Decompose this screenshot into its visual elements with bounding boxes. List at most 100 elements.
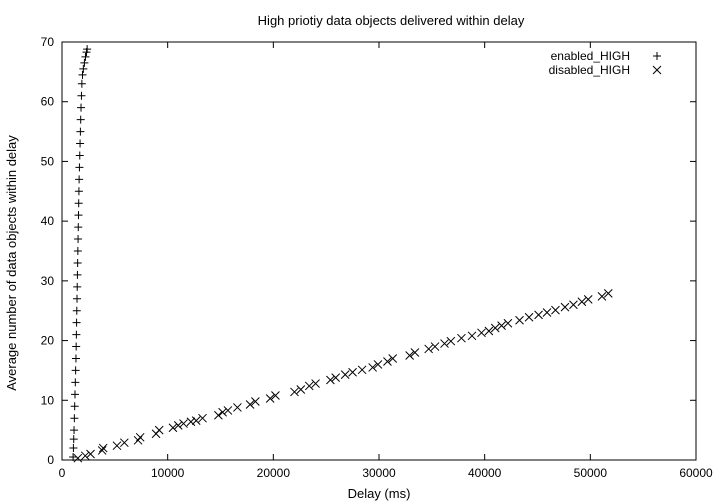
chart-title: High priotiy data objects delivered with… — [258, 13, 525, 28]
data-point — [70, 402, 79, 411]
data-point — [484, 326, 494, 336]
series-enabled_HIGH — [69, 45, 92, 462]
data-point — [73, 282, 82, 291]
data-point — [73, 453, 83, 463]
data-point — [534, 310, 543, 320]
x-tick-label: 60000 — [679, 466, 713, 480]
data-point — [326, 375, 335, 385]
data-point — [75, 175, 84, 184]
y-tick-label: 50 — [41, 154, 55, 168]
data-point — [340, 370, 350, 379]
y-tick-label: 10 — [41, 393, 55, 407]
data-point — [72, 306, 81, 315]
data-point — [173, 421, 183, 430]
plot-frame — [61, 41, 697, 461]
data-point — [331, 373, 341, 382]
x-tick-label: 30000 — [362, 466, 396, 480]
data-point — [583, 295, 593, 304]
data-point — [551, 305, 560, 315]
data-point — [83, 45, 92, 54]
x-tick-label: 10000 — [151, 466, 185, 480]
data-point — [446, 336, 456, 346]
data-point — [70, 390, 79, 399]
x-axis: 0 10000 20000 30000 40000 50000 60000 — [59, 42, 713, 480]
data-point — [383, 357, 392, 366]
y-axis-label: Average number of data objects within de… — [4, 135, 19, 391]
data-point — [251, 397, 260, 406]
data-point — [70, 426, 79, 435]
data-point — [74, 211, 83, 220]
y-tick-label: 40 — [41, 214, 55, 228]
data-point — [73, 247, 82, 255]
data-point — [198, 413, 207, 423]
y-tick-label: 30 — [41, 274, 55, 288]
x-tick-label: 50000 — [574, 466, 608, 480]
data-point — [76, 139, 85, 148]
data-point — [368, 363, 378, 372]
data-point — [69, 453, 78, 462]
legend-marker — [652, 65, 662, 75]
series-disabled_HIGH — [73, 289, 613, 463]
data-point — [69, 435, 78, 444]
y-tick-label: 70 — [41, 35, 55, 49]
data-point — [74, 187, 83, 196]
data-point — [569, 300, 578, 310]
data-point — [214, 410, 223, 420]
data-point — [218, 407, 227, 417]
x-tick-label: 20000 — [257, 466, 291, 480]
data-point — [73, 294, 82, 303]
data-point — [76, 115, 85, 124]
data-point — [503, 318, 513, 328]
data-point — [542, 308, 552, 317]
data-point — [72, 318, 81, 327]
data-point — [373, 360, 383, 369]
data-point — [191, 416, 201, 425]
data-point — [74, 223, 83, 232]
data-point — [70, 414, 79, 423]
data-point — [77, 103, 86, 112]
data-point — [603, 289, 613, 298]
data-point — [405, 351, 414, 360]
y-axis: 0 10 20 30 40 50 60 70 — [41, 35, 696, 467]
legend-marker — [653, 52, 661, 60]
data-point — [245, 400, 255, 409]
data-point — [186, 417, 196, 427]
data-point — [304, 381, 314, 391]
data-point — [296, 385, 306, 394]
data-point — [135, 432, 145, 442]
y-tick-label: 0 — [47, 453, 54, 467]
data-point — [71, 354, 80, 363]
data-point — [72, 342, 81, 351]
data-point — [119, 438, 129, 448]
data-point — [71, 366, 80, 375]
data-point — [457, 333, 466, 343]
data-point — [311, 379, 320, 388]
data-point — [388, 354, 398, 363]
data-point — [597, 292, 607, 301]
x-axis-label: Delay (ms) — [348, 486, 411, 501]
data-point — [86, 449, 95, 459]
x-tick-label: 0 — [59, 466, 66, 480]
data-point — [168, 423, 178, 433]
data-point — [357, 365, 367, 375]
data-point — [154, 425, 164, 435]
data-point — [77, 91, 86, 100]
data-point — [80, 58, 89, 67]
data-point — [290, 387, 299, 397]
data-point — [467, 331, 477, 341]
data-point — [74, 199, 83, 208]
data-point — [440, 339, 449, 348]
data-point — [577, 297, 587, 307]
data-point — [424, 344, 434, 354]
data-point — [490, 323, 500, 333]
data-point — [97, 446, 107, 455]
data-point — [223, 406, 233, 415]
data-point — [98, 443, 108, 453]
y-tick-label: 20 — [41, 334, 55, 348]
data-point — [73, 270, 82, 279]
data-point — [77, 79, 86, 88]
data-point — [71, 378, 80, 387]
y-tick-label: 60 — [41, 95, 55, 109]
